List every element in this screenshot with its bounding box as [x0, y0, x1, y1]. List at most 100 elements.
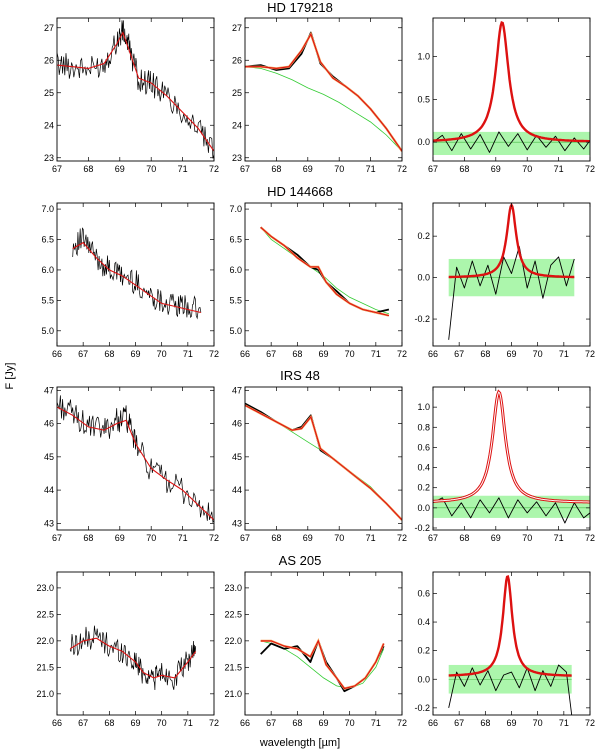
x-tick-label: 71	[371, 718, 381, 728]
x-tick-label: 68	[271, 164, 281, 174]
fit-line	[57, 31, 214, 152]
noise-band	[433, 131, 590, 156]
y-tick-label: 24	[232, 120, 242, 130]
y-tick-label: 0.2	[417, 483, 430, 493]
x-tick-label: 69	[491, 533, 501, 543]
x-tick-label: 67	[52, 164, 62, 174]
x-tick-label: 70	[157, 349, 167, 359]
x-tick-label: 70	[533, 718, 543, 728]
panel-frame	[56, 571, 215, 716]
y-tick-label: -0.2	[414, 523, 430, 533]
panel-frame	[244, 386, 403, 531]
x-tick-label: 67	[240, 164, 250, 174]
x-tick-label: 72	[397, 718, 407, 728]
x-tick-label: 71	[559, 349, 569, 359]
y-tick-label: 46	[44, 419, 54, 429]
y-tick-label: 1.0	[417, 52, 430, 62]
y-tick-label: 22.0	[224, 636, 242, 646]
x-tick-label: 68	[104, 349, 114, 359]
y-tick-label: 47	[232, 385, 242, 395]
panel-2-1: 67 68 69 70 71 72 43 44 45 46 47	[232, 385, 407, 543]
x-tick-label: 71	[554, 533, 564, 543]
x-tick-label: 67	[240, 533, 250, 543]
x-tick-label: 68	[83, 533, 93, 543]
x-tick-label: 71	[183, 349, 193, 359]
panel-3-2: 66 67 68 69 70 71 72 -0.2 0.0 0.2 0.4 0.6	[414, 571, 595, 728]
plot-area	[72, 227, 202, 320]
x-tick-label: 69	[303, 164, 313, 174]
fit-outline-line	[245, 31, 402, 152]
plot-area	[57, 20, 214, 159]
x-tick-label: 70	[345, 349, 355, 359]
smoothed-spectrum-line	[260, 640, 385, 693]
y-tick-label: 6.0	[41, 265, 54, 275]
y-tick-label: 21.0	[224, 689, 242, 699]
x-tick-label: 71	[366, 164, 376, 174]
x-tick-label: 71	[366, 533, 376, 543]
x-tick-label: 71	[559, 718, 569, 728]
plot-area	[448, 203, 575, 340]
y-tick-label: 6.5	[229, 235, 242, 245]
plot-area	[245, 402, 402, 521]
x-tick-label: 66	[428, 349, 438, 359]
panel-1-1: 66 67 68 69 70 71 72 5.0 5.5 6.0 6.5 7.0	[229, 202, 407, 359]
x-tick-label: 68	[459, 164, 469, 174]
x-tick-label: 72	[209, 533, 219, 543]
y-tick-label: 27	[44, 23, 54, 33]
x-tick-label: 67	[52, 533, 62, 543]
x-tick-label: 70	[533, 349, 543, 359]
x-tick-label: 69	[115, 533, 125, 543]
x-tick-label: 68	[292, 718, 302, 728]
y-tick-label: 7.0	[229, 204, 242, 214]
x-tick-label: 72	[397, 349, 407, 359]
x-tick-label: 71	[371, 349, 381, 359]
y-tick-label: 43	[232, 518, 242, 528]
y-tick-label: 23	[44, 153, 54, 163]
y-tick-label: 0.2	[417, 231, 430, 241]
y-tick-label: 5.5	[41, 295, 54, 305]
x-tick-label: 70	[157, 718, 167, 728]
x-tick-label: 67	[454, 718, 464, 728]
y-tick-label: 27	[232, 23, 242, 33]
y-tick-label: 6.5	[41, 235, 54, 245]
y-tick-label: 5.5	[229, 295, 242, 305]
x-tick-label: 67	[454, 349, 464, 359]
x-tick-label: 72	[397, 164, 407, 174]
y-axis-label: F [Jy]	[4, 363, 16, 390]
x-tick-label: 70	[522, 164, 532, 174]
panel-0-0: 67 68 69 70 71 72 23 24 25 26 27	[44, 17, 219, 174]
y-tick-label: 26	[44, 55, 54, 65]
plot-area	[433, 389, 590, 524]
y-tick-label: 25	[44, 88, 54, 98]
y-tick-label: 1.0	[417, 402, 430, 412]
y-tick-label: 0.4	[417, 463, 430, 473]
y-tick-label: 46	[232, 419, 242, 429]
continuum-line	[245, 66, 402, 152]
y-tick-label: 0.4	[417, 617, 430, 627]
y-tick-label: 24	[44, 120, 54, 130]
panel-frame	[56, 17, 215, 162]
x-tick-label: 68	[480, 349, 490, 359]
y-tick-label: 0.0	[417, 273, 430, 283]
panel-frame	[244, 571, 403, 716]
y-tick-label: 21.5	[36, 662, 54, 672]
panel-frame	[56, 386, 215, 531]
y-tick-label: 7.0	[41, 204, 54, 214]
x-tick-label: 68	[459, 533, 469, 543]
row-title: HD 144668	[267, 184, 333, 199]
y-tick-label: 0.0	[417, 503, 430, 513]
x-tick-label: 67	[266, 718, 276, 728]
y-tick-label: 23	[232, 153, 242, 163]
x-tick-label: 66	[240, 349, 250, 359]
y-tick-label: 23.0	[224, 583, 242, 593]
y-tick-label: 22.5	[224, 609, 242, 619]
plot-area	[69, 625, 197, 691]
y-tick-label: 23.0	[36, 583, 54, 593]
x-tick-label: 69	[506, 349, 516, 359]
y-tick-label: 21.5	[224, 662, 242, 672]
panel-frame	[244, 202, 403, 347]
y-tick-label: 45	[232, 452, 242, 462]
x-tick-label: 72	[209, 718, 219, 728]
